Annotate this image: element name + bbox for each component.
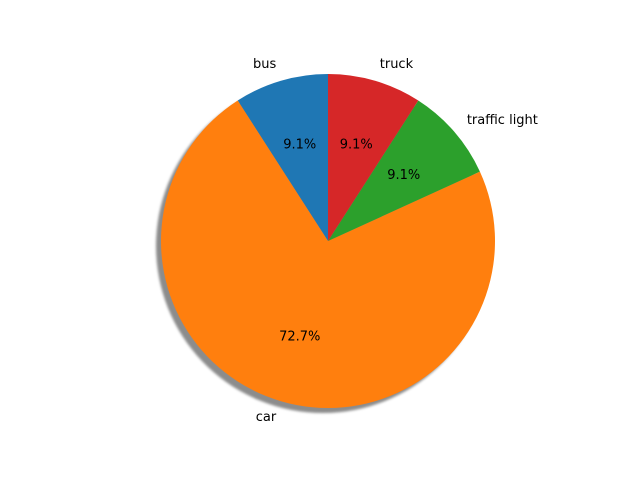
pie-slice-truck (328, 74, 419, 241)
slice-percent-bus: 9.1% (283, 137, 316, 152)
slice-percent-car: 72.7% (279, 330, 320, 345)
slice-label-bus: bus (253, 57, 276, 72)
slice-label-traffic-light: traffic light (467, 113, 538, 128)
pie-slice-traffic-light (328, 100, 480, 242)
pie-slice-car (161, 100, 495, 408)
pie-slices (161, 74, 495, 408)
pie-slice-bus (237, 74, 328, 241)
slice-percent-traffic-light: 9.1% (387, 168, 420, 183)
pie-labels: bus 9.1% car 72.7% traffic light 9.1% truck 9.1… (253, 57, 538, 425)
slice-label-truck: truck (380, 57, 414, 72)
slice-label-car: car (256, 410, 277, 425)
slice-percent-truck: 9.1% (340, 137, 373, 152)
